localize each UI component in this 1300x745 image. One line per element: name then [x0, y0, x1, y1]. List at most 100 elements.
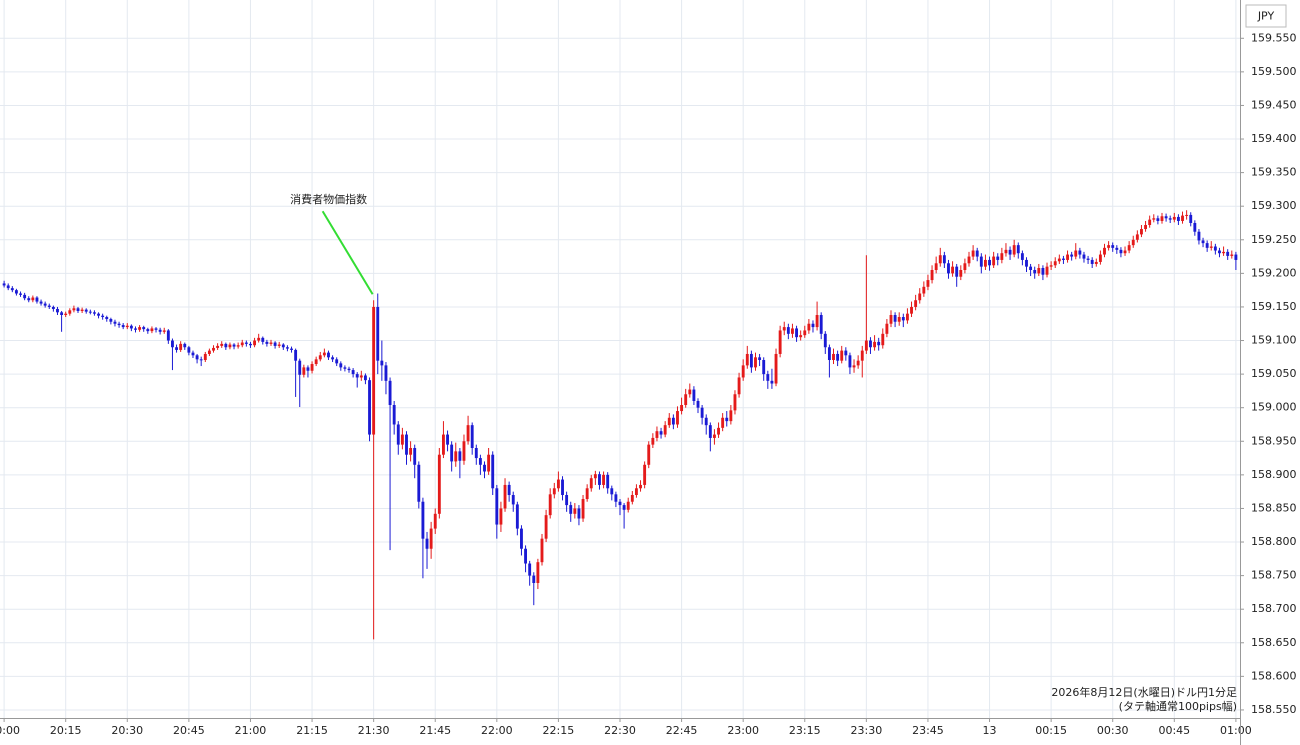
candle-body: [1181, 215, 1184, 221]
candle-body: [983, 259, 987, 267]
candle-body: [971, 250, 975, 257]
candle-body: [487, 454, 491, 472]
candle-body: [27, 298, 31, 301]
candle-body: [791, 328, 794, 334]
candle-body: [450, 444, 454, 462]
x-tick-label: 21:30: [358, 724, 390, 737]
candle-body: [877, 341, 881, 346]
y-tick-label: 158.650: [1251, 636, 1297, 649]
candle-body: [1148, 219, 1152, 226]
y-tick-label: 159.450: [1251, 98, 1297, 111]
candle-body: [848, 355, 852, 368]
candle-body: [76, 308, 80, 311]
y-tick-label: 159.100: [1251, 334, 1297, 347]
candle-body: [1127, 245, 1131, 251]
candle-body: [232, 344, 236, 347]
candle-body: [1107, 245, 1111, 248]
candle-body: [901, 317, 905, 321]
candle-body: [618, 501, 622, 506]
candle-body: [520, 528, 523, 549]
candle-body: [462, 441, 466, 461]
candle-body: [540, 538, 544, 563]
candle-body: [339, 363, 343, 368]
candle-body: [934, 263, 938, 271]
y-tick-label: 159.350: [1251, 166, 1297, 179]
candle-body: [158, 329, 162, 332]
candle-body: [856, 360, 860, 366]
candle-body: [1209, 246, 1213, 248]
candle-body: [745, 353, 749, 366]
candle-body: [1016, 245, 1020, 254]
y-tick-label: 159.200: [1251, 266, 1297, 279]
candle-body: [815, 315, 819, 328]
y-tick-label: 158.950: [1251, 434, 1297, 447]
candle-body: [1119, 249, 1123, 254]
candle-body: [1008, 249, 1012, 255]
candle-body: [1218, 250, 1221, 254]
candle-body: [807, 323, 811, 331]
candle-body: [413, 447, 417, 465]
y-tick-label: 158.550: [1251, 703, 1297, 716]
candle-body: [556, 479, 560, 489]
candle-body: [199, 359, 203, 361]
candle-body: [585, 488, 589, 500]
candle-body: [823, 333, 827, 348]
candle-body: [162, 330, 166, 332]
candle-body: [331, 357, 335, 360]
candle-body: [840, 350, 844, 361]
candle-body: [885, 323, 889, 334]
candle-body: [183, 343, 187, 348]
candle-body: [68, 310, 72, 314]
candle-body: [216, 345, 220, 348]
candle-body: [281, 344, 285, 348]
candle-body: [786, 327, 790, 334]
candle-body: [963, 263, 967, 271]
candle-body: [688, 389, 692, 395]
candle-body: [113, 321, 117, 324]
candle-body: [154, 328, 158, 330]
candle-body: [893, 315, 897, 322]
candle-body: [1103, 247, 1106, 255]
candle-body: [470, 425, 474, 448]
x-tick-label: 22:00: [481, 724, 513, 737]
candle-body: [643, 464, 647, 485]
candle-body: [647, 444, 651, 465]
candle-body: [832, 353, 835, 361]
candle-body: [1090, 259, 1094, 264]
candle-body: [421, 501, 425, 539]
y-tick-label: 158.750: [1251, 569, 1297, 582]
candle-body: [754, 357, 757, 368]
candle-body: [1012, 245, 1016, 255]
candle-body: [43, 303, 47, 306]
candle-body: [1078, 250, 1082, 255]
candle-body: [1234, 254, 1238, 260]
candle-body: [869, 340, 872, 348]
y-tick-label: 158.800: [1251, 535, 1297, 548]
candle-body: [749, 353, 753, 368]
x-tick-label: 00:30: [1097, 724, 1129, 737]
candle-body: [1004, 249, 1008, 254]
candle-body: [589, 478, 593, 489]
candle-body: [524, 548, 527, 564]
candle-body: [914, 300, 918, 307]
candle-body: [294, 349, 298, 361]
candle-body: [19, 293, 22, 295]
candle-body: [573, 508, 577, 514]
candle-body: [409, 447, 413, 455]
candle-body: [515, 504, 519, 529]
candle-body: [536, 562, 540, 583]
candle-body: [1037, 267, 1041, 274]
candle-body: [721, 417, 725, 428]
candle-body: [836, 353, 840, 361]
candles: [2, 210, 1238, 640]
candle-body: [729, 410, 733, 422]
candle-body: [380, 360, 384, 366]
candle-body: [634, 488, 638, 496]
x-tick-label: 21:15: [296, 724, 328, 737]
candle-body: [1086, 258, 1090, 260]
candle-body: [1045, 266, 1049, 275]
candle-body: [1160, 216, 1164, 221]
candle-body: [860, 350, 864, 361]
candle-body: [1062, 258, 1065, 260]
